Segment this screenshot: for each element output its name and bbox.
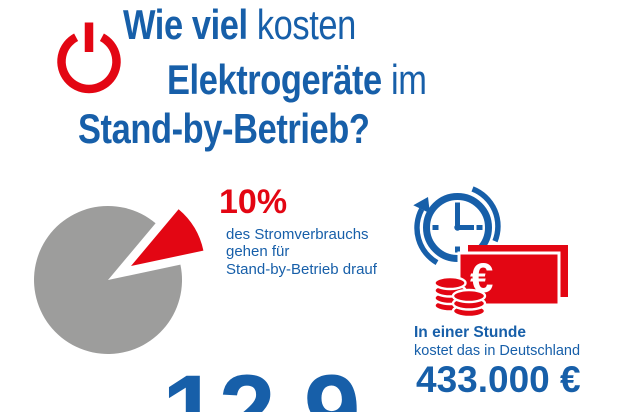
- rotation-arrow-left-arc: [414, 207, 439, 265]
- standby-caption-line-1: des Stromverbrauchs: [226, 226, 369, 243]
- headline-line-2: Elektrogeräte im: [167, 56, 427, 103]
- bottom-big-number: 12,9: [162, 354, 361, 412]
- standby-caption-line-3: Stand-by-Betrieb drauf: [226, 260, 377, 278]
- headline-line-3-bold: Stand-by-Betrieb?: [78, 105, 370, 152]
- pie-chart: [34, 205, 204, 354]
- headline-line-1-bold: Wie viel: [123, 1, 248, 48]
- clock-center-dot: [454, 224, 461, 231]
- standby-caption: des Stromverbrauchs gehen für Stand-by-B…: [226, 226, 377, 278]
- headline-line-2-regular: im: [381, 56, 427, 103]
- hourly-cost-subline: kostet das in Deutschland: [414, 343, 581, 359]
- rotation-arrow-right-arc: [471, 186, 501, 243]
- headline-line-1: Wie viel kosten: [123, 4, 356, 46]
- banknote-euro-symbol: €: [470, 254, 493, 301]
- hourly-cost-heading: In einer Stunde: [414, 324, 526, 341]
- headline-line-2-bold: Elektrogeräte: [167, 56, 382, 103]
- rotation-arrow-head: [413, 197, 430, 214]
- hourly-cost-icon: €: [413, 186, 568, 319]
- standby-percent-label: 10%: [219, 183, 288, 221]
- power-icon: [57, 22, 121, 94]
- headline-line-1-regular: kosten: [247, 1, 356, 48]
- pie-rest-slice: [34, 205, 183, 354]
- standby-caption-line-2: gehen für: [226, 243, 290, 261]
- rotation-arrow-icon: [413, 186, 501, 265]
- clock-icon: [423, 193, 492, 262]
- coin-stack-right: [451, 288, 487, 319]
- hourly-cost-amount: 433.000 €: [416, 359, 581, 400]
- headline-line-3: Stand-by-Betrieb?: [78, 108, 370, 150]
- coin-stacks-icon: [433, 275, 487, 319]
- power-icon-ring: [57, 33, 121, 94]
- pie-standby-slice: [131, 209, 204, 266]
